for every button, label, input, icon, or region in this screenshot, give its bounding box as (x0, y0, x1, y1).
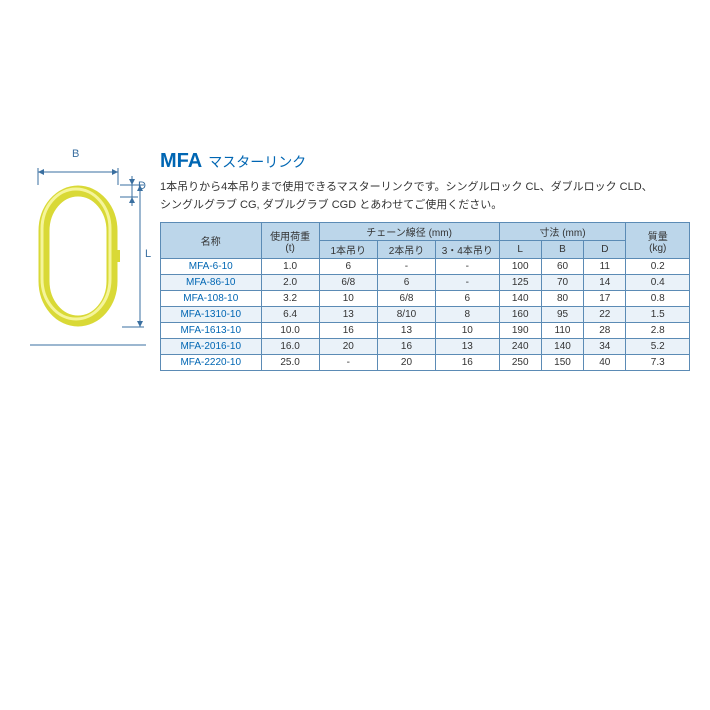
cell: 40 (584, 355, 626, 371)
dim-label-b: B (72, 148, 79, 160)
cell: - (377, 259, 435, 275)
cell: 13 (436, 339, 499, 355)
dim-label-l: L (145, 248, 151, 260)
cell: 25.0 (261, 355, 319, 371)
cell: 60 (541, 259, 583, 275)
cell: 34 (584, 339, 626, 355)
cell: 6 (319, 259, 377, 275)
cell: 80 (541, 291, 583, 307)
title-code: MFA (160, 150, 202, 173)
cell: 95 (541, 307, 583, 323)
table-row: MFA-6-101.06--10060110.2 (161, 259, 690, 275)
cell: 22 (584, 307, 626, 323)
title-jp: マスターリンク (208, 152, 306, 172)
cell: 1.5 (626, 307, 690, 323)
cell: 110 (541, 323, 583, 339)
description: 1本吊りから4本吊りまで使用できるマスターリンクです。シングルロック CL、ダブ… (160, 179, 690, 214)
cell: 6.4 (261, 307, 319, 323)
th-dim-b: B (541, 241, 583, 259)
cell: 70 (541, 275, 583, 291)
th-chain-group: チェーン線径 (mm) (319, 223, 499, 241)
cell: 17 (584, 291, 626, 307)
th-mass: 質量(kg) (626, 223, 690, 259)
table-row: MFA-86-102.06/86-12570140.4 (161, 275, 690, 291)
cell: 3.2 (261, 291, 319, 307)
cell: 140 (541, 339, 583, 355)
table-body: MFA-6-101.06--10060110.2MFA-86-102.06/86… (161, 259, 690, 371)
cell: 0.2 (626, 259, 690, 275)
cell: 240 (499, 339, 541, 355)
page: B D L MFA マスターリンク 1本吊りから4本吊りまで使用できるマスターリ… (20, 150, 690, 371)
cell: 20 (319, 339, 377, 355)
table-row: MFA-1613-1010.0161310190110282.8 (161, 323, 690, 339)
cell: 8 (436, 307, 499, 323)
th-chain-3: 3・4本吊り (436, 241, 499, 259)
diagram: B D L (20, 150, 150, 370)
desc-line-1: 1本吊りから4本吊りまで使用できるマスターリンクです。シングルロック CL、ダブ… (160, 181, 653, 193)
cell: 2.0 (261, 275, 319, 291)
cell: 16.0 (261, 339, 319, 355)
th-load: 使用荷重(t) (261, 223, 319, 259)
spec-table: 名称 使用荷重(t) チェーン線径 (mm) 寸法 (mm) 質量(kg) 1本… (160, 222, 690, 371)
cell: 10 (436, 323, 499, 339)
cell-name: MFA-86-10 (161, 275, 262, 291)
table-row: MFA-2220-1025.0-2016250150407.3 (161, 355, 690, 371)
cell: 13 (377, 323, 435, 339)
cell: 0.8 (626, 291, 690, 307)
cell: 16 (436, 355, 499, 371)
cell: 125 (499, 275, 541, 291)
cell: 2.8 (626, 323, 690, 339)
cell: 6/8 (319, 275, 377, 291)
cell: 140 (499, 291, 541, 307)
th-name: 名称 (161, 223, 262, 259)
cell: 1.0 (261, 259, 319, 275)
cell: 5.2 (626, 339, 690, 355)
cell: 150 (541, 355, 583, 371)
table-row: MFA-2016-1016.0201613240140345.2 (161, 339, 690, 355)
cell: 7.3 (626, 355, 690, 371)
cell-name: MFA-1613-10 (161, 323, 262, 339)
content: MFA マスターリンク 1本吊りから4本吊りまで使用できるマスターリンクです。シ… (160, 150, 690, 371)
cell: 6 (436, 291, 499, 307)
cell: 0.4 (626, 275, 690, 291)
cell: 190 (499, 323, 541, 339)
cell: 20 (377, 355, 435, 371)
cell-name: MFA-108-10 (161, 291, 262, 307)
cell: 11 (584, 259, 626, 275)
th-dim-l: L (499, 241, 541, 259)
cell: 6/8 (377, 291, 435, 307)
table-row: MFA-1310-106.4138/10816095221.5 (161, 307, 690, 323)
cell: 13 (319, 307, 377, 323)
cell-name: MFA-6-10 (161, 259, 262, 275)
cell: 100 (499, 259, 541, 275)
cell: - (436, 275, 499, 291)
cell: 28 (584, 323, 626, 339)
cell: - (319, 355, 377, 371)
table-header: 名称 使用荷重(t) チェーン線径 (mm) 寸法 (mm) 質量(kg) 1本… (161, 223, 690, 259)
cell: 16 (319, 323, 377, 339)
th-dim-group: 寸法 (mm) (499, 223, 626, 241)
cell-name: MFA-2016-10 (161, 339, 262, 355)
cell: - (436, 259, 499, 275)
cell-name: MFA-2220-10 (161, 355, 262, 371)
desc-line-2: シングルグラブ CG, ダブルグラブ CGD とあわせてご使用ください。 (160, 199, 502, 211)
cell: 10 (319, 291, 377, 307)
title: MFA マスターリンク (160, 150, 690, 173)
cell: 6 (377, 275, 435, 291)
masterlink-diagram-svg (20, 150, 150, 370)
cell: 16 (377, 339, 435, 355)
cell: 250 (499, 355, 541, 371)
dim-label-d: D (138, 180, 146, 192)
th-chain-1: 1本吊り (319, 241, 377, 259)
table-row: MFA-108-103.2106/8614080170.8 (161, 291, 690, 307)
th-chain-2: 2本吊り (377, 241, 435, 259)
cell: 14 (584, 275, 626, 291)
cell: 10.0 (261, 323, 319, 339)
cell-name: MFA-1310-10 (161, 307, 262, 323)
cell: 8/10 (377, 307, 435, 323)
cell: 160 (499, 307, 541, 323)
th-dim-d: D (584, 241, 626, 259)
